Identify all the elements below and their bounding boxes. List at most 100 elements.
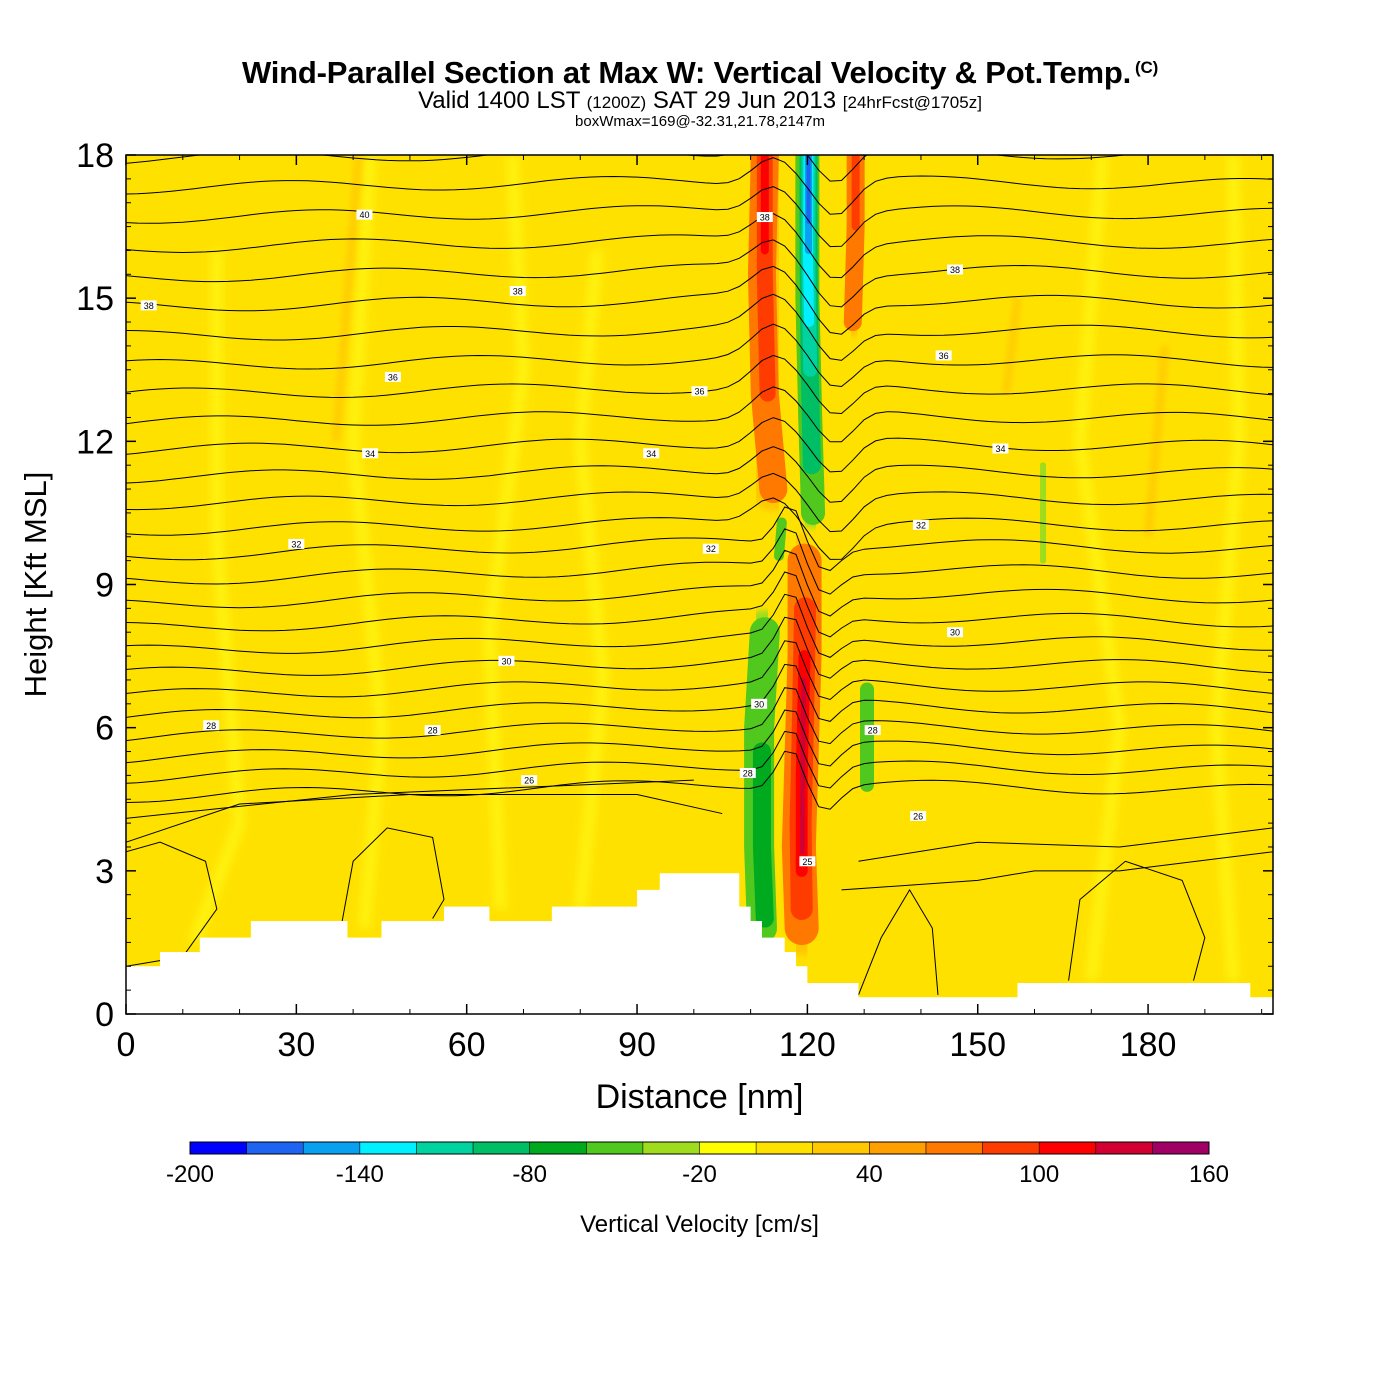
y-tick-label: 9 [95, 567, 114, 605]
box-wmax-info: boxWmax=169@-32.31,21.78,2147m [575, 113, 825, 130]
x-tick-label: 150 [949, 1026, 1006, 1064]
colorbar-swatch [925, 1142, 984, 1154]
isentrope-line [126, 186, 1273, 248]
contour-label: 34 [992, 443, 1009, 454]
isentrope-line [126, 497, 1273, 560]
contour-label: 36 [691, 386, 708, 397]
contour-label-text: 25 [802, 857, 812, 867]
colorbar-swatch [586, 1142, 644, 1154]
isentrope-line [126, 94, 1273, 149]
valid-prefix: Valid 1400 LST [418, 87, 580, 114]
isentrope-line [126, 616, 1273, 679]
orange-streak [332, 155, 363, 442]
isentrope-line [126, 593, 1273, 658]
contour-label: 28 [203, 720, 220, 731]
contour-label: 32 [702, 543, 719, 554]
isentrope-closed [858, 888, 939, 996]
colorbar-swatch [359, 1142, 417, 1154]
isentrope-line [126, 730, 1273, 789]
isentrope-line [126, 506, 1273, 572]
contour-label-box [356, 209, 373, 220]
chart-title: Wind-Parallel Section at Max W: Vertical… [0, 50, 1400, 91]
contour-label: 36 [935, 350, 952, 361]
colorbar-swatch [699, 1142, 757, 1154]
colorbar-tick-label: 40 [856, 1161, 883, 1188]
contour-label: 25 [799, 856, 816, 867]
colorbar-swatch [246, 1142, 304, 1154]
isentrope-line [126, 709, 1273, 767]
light-streak [1211, 155, 1244, 981]
isentrope-line [126, 239, 1273, 308]
contour-label-text: 36 [388, 372, 398, 382]
contour-labels: 40 38 38 38 38 36 36 36 34 34 34 32 32 32 30 30 30 28 28 28… [140, 209, 1009, 867]
colorbar-tick-label: 100 [1019, 1161, 1059, 1188]
colorbar-swatch [756, 1142, 814, 1154]
colorbar-swatch [642, 1142, 700, 1154]
isentrope-line [126, 663, 1273, 722]
contour-label-box [864, 725, 881, 736]
contour-label-box [509, 286, 526, 297]
contour-label-text: 28 [428, 726, 438, 736]
colorbar-swatch [1039, 1142, 1097, 1154]
contour-label-text: 36 [694, 387, 704, 397]
contour-label: 28 [864, 725, 881, 736]
y-tick-label: 3 [95, 853, 114, 891]
isentrope-contours [126, 94, 1273, 996]
contour-label-text: 38 [950, 265, 960, 275]
x-tick-label: 90 [618, 1026, 656, 1064]
isentrope-line [126, 323, 1273, 388]
colorbar-title: Vertical Velocity [cm/s] [580, 1211, 819, 1238]
contour-label: 32 [912, 519, 929, 530]
contour-label: 30 [498, 655, 515, 666]
y-axis-label: Height [Kft MSL] [18, 472, 53, 698]
colorbar-swatch [416, 1142, 474, 1154]
colorbar-swatch [982, 1142, 1040, 1154]
forecast-info: [24hrFcst@1705z] [842, 93, 982, 112]
contour-label-box [935, 350, 952, 361]
contour-label: 28 [739, 768, 756, 779]
contour-label: 34 [643, 448, 660, 459]
colorbar-swatch [869, 1142, 927, 1154]
contour-label-text: 32 [706, 544, 716, 554]
contour-label-box [947, 264, 964, 275]
x-tick-label: 120 [779, 1026, 836, 1064]
colorbar-swatch [812, 1142, 870, 1154]
isentrope-line [126, 157, 1273, 215]
contour-label-box [756, 212, 773, 223]
x-axis-label: Distance [nm] [596, 1078, 804, 1116]
contour-label-box [912, 519, 929, 530]
contour-label: 30 [947, 627, 964, 638]
contour-label: 40 [356, 209, 373, 220]
contour-label-text: 26 [913, 811, 923, 821]
colorbar-tick-label: -200 [166, 1161, 214, 1188]
colorbar-tick-label: 160 [1189, 1161, 1229, 1188]
valid-date: SAT 29 Jun 2013 [652, 87, 837, 114]
valid-time: Valid 1400 LST (1200Z) SAT 29 Jun 2013 [… [0, 89, 1400, 115]
contour-label-text: 36 [939, 351, 949, 361]
x-tick-label: 30 [277, 1026, 315, 1064]
colorbar-swatch [473, 1142, 531, 1154]
contour-label: 28 [424, 725, 441, 736]
contour-label-box [643, 448, 660, 459]
contour-label: 32 [288, 538, 305, 549]
contour-label-text: 34 [365, 449, 375, 459]
isentrope-line [126, 687, 1273, 745]
contour-label-text: 30 [501, 656, 511, 666]
contour-label: 38 [947, 264, 964, 275]
contour-label-text: 26 [524, 776, 534, 786]
plot-area: 40 38 38 38 38 36 36 36 34 34 34 32 32 32 30 30 30 28 28 28… [126, 94, 1273, 1014]
contour-label-text: 28 [206, 721, 216, 731]
velocity-features [737, 155, 1047, 956]
contour-label: 36 [384, 371, 401, 382]
isentrope-line [126, 640, 1273, 701]
contour-label: 26 [910, 810, 927, 821]
isentrope-line [126, 571, 1273, 638]
contour-label: 26 [521, 775, 538, 786]
contour-label-text: 40 [359, 210, 369, 220]
contour-label: 34 [362, 448, 379, 459]
contour-label: 30 [751, 698, 768, 709]
contour-label: 38 [509, 286, 526, 297]
contour-label-box [739, 768, 756, 779]
isentrope-line [841, 851, 1273, 891]
